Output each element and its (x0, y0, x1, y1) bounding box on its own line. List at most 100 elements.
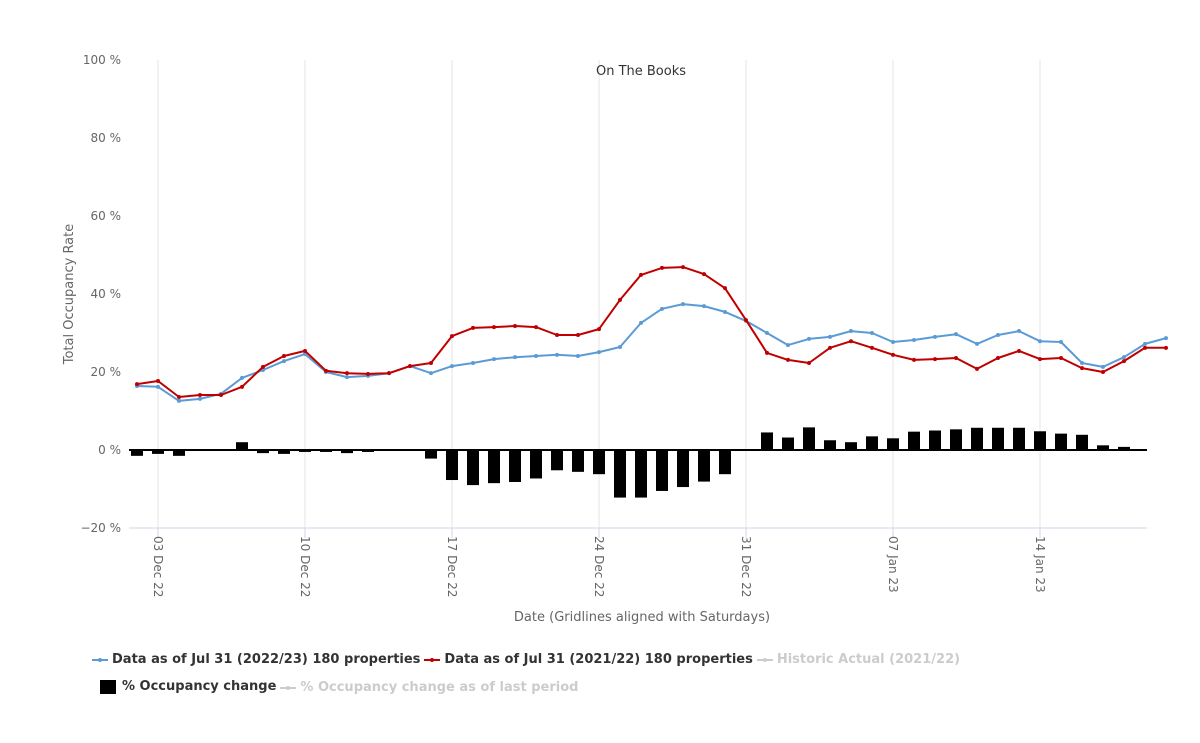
data-point[interactable] (1143, 341, 1147, 346)
data-point[interactable] (597, 327, 601, 332)
data-point[interactable] (723, 309, 727, 314)
data-point[interactable] (849, 339, 853, 344)
data-point[interactable] (1143, 345, 1147, 350)
occupancy-change-bar[interactable] (971, 427, 983, 450)
data-point[interactable] (555, 332, 559, 337)
data-point[interactable] (1059, 355, 1063, 360)
data-point[interactable] (660, 265, 664, 270)
occupancy-change-bar[interactable] (677, 450, 689, 488)
occupancy-change-bar[interactable] (530, 450, 542, 479)
data-point[interactable] (408, 364, 412, 369)
data-point[interactable] (135, 382, 139, 387)
data-point[interactable] (828, 345, 832, 350)
data-point[interactable] (534, 325, 538, 330)
data-point[interactable] (513, 355, 517, 360)
data-point[interactable] (954, 332, 958, 337)
data-point[interactable] (933, 334, 937, 339)
occupancy-change-bar[interactable] (446, 450, 458, 481)
data-point[interactable] (1101, 364, 1105, 369)
data-point[interactable] (345, 371, 349, 376)
data-point[interactable] (471, 325, 475, 330)
data-point[interactable] (723, 286, 727, 291)
data-point[interactable] (702, 272, 706, 277)
data-point[interactable] (765, 331, 769, 335)
occupancy-change-bar[interactable] (1118, 446, 1130, 450)
occupancy-change-bar[interactable] (656, 450, 668, 491)
data-point[interactable] (513, 323, 517, 328)
data-point[interactable] (576, 332, 580, 337)
data-point[interactable] (261, 364, 265, 369)
legend-item[interactable]: Data as of Jul 31 (2021/22) 180 properti… (424, 648, 753, 672)
occupancy-change-bar[interactable] (887, 438, 899, 450)
data-point[interactable] (765, 350, 769, 355)
occupancy-change-bar[interactable] (593, 450, 605, 475)
occupancy-change-bar[interactable] (509, 450, 521, 482)
data-point[interactable] (618, 345, 622, 350)
data-point[interactable] (1059, 339, 1063, 344)
data-point[interactable] (345, 375, 349, 380)
legend-item[interactable]: Historic Actual (2021/22) (756, 648, 960, 672)
data-point[interactable] (240, 375, 244, 380)
occupancy-change-bar[interactable] (992, 427, 1004, 450)
data-point[interactable] (429, 371, 433, 376)
data-point[interactable] (891, 339, 895, 344)
data-point[interactable] (975, 341, 979, 346)
occupancy-change-bar[interactable] (1097, 445, 1109, 450)
data-point[interactable] (870, 331, 874, 335)
occupancy-change-bar[interactable] (467, 450, 479, 486)
data-point[interactable] (219, 393, 223, 398)
data-point[interactable] (1122, 355, 1126, 360)
data-point[interactable] (429, 361, 433, 366)
data-point[interactable] (177, 398, 181, 403)
data-point[interactable] (471, 361, 475, 366)
data-point[interactable] (1038, 339, 1042, 344)
data-point[interactable] (639, 320, 643, 325)
series-line[interactable] (136, 266, 1166, 398)
occupancy-change-bar[interactable] (1076, 434, 1088, 450)
data-point[interactable] (681, 302, 685, 307)
data-point[interactable] (891, 352, 895, 357)
data-point[interactable] (1038, 357, 1042, 362)
legend-item[interactable]: Data as of Jul 31 (2022/23) 180 properti… (92, 648, 420, 672)
data-point[interactable] (198, 396, 202, 401)
occupancy-change-bar[interactable] (866, 436, 878, 450)
data-point[interactable] (912, 357, 916, 362)
data-point[interactable] (1164, 345, 1168, 350)
data-point[interactable] (681, 265, 685, 270)
data-point[interactable] (954, 355, 958, 360)
occupancy-change-bar[interactable] (257, 450, 269, 454)
occupancy-change-bar[interactable] (950, 429, 962, 450)
data-point[interactable] (660, 306, 664, 311)
data-point[interactable] (639, 272, 643, 277)
data-point[interactable] (807, 361, 811, 366)
data-point[interactable] (702, 304, 706, 309)
data-point[interactable] (597, 350, 601, 355)
occupancy-change-bar[interactable] (1034, 431, 1046, 450)
data-point[interactable] (303, 348, 307, 353)
data-point[interactable] (156, 378, 160, 383)
occupancy-change-bar[interactable] (572, 450, 584, 472)
occupancy-change-bar[interactable] (824, 440, 836, 450)
data-point[interactable] (282, 354, 286, 359)
occupancy-change-bar[interactable] (698, 450, 710, 482)
data-point[interactable] (849, 329, 853, 334)
data-point[interactable] (1017, 329, 1021, 334)
data-point[interactable] (576, 354, 580, 359)
occupancy-change-bar[interactable] (803, 427, 815, 450)
data-point[interactable] (1080, 366, 1084, 371)
series-line[interactable] (136, 303, 1167, 402)
data-point[interactable] (1101, 370, 1105, 374)
data-point[interactable] (492, 357, 496, 362)
data-point[interactable] (534, 354, 538, 359)
data-point[interactable] (198, 393, 202, 398)
data-point[interactable] (387, 371, 391, 376)
data-point[interactable] (933, 357, 937, 362)
occupancy-change-bar[interactable] (761, 432, 773, 450)
data-point[interactable] (912, 338, 916, 343)
data-point[interactable] (282, 359, 286, 364)
data-point[interactable] (1164, 336, 1168, 341)
occupancy-change-bar[interactable] (1013, 427, 1025, 450)
data-point[interactable] (240, 384, 244, 389)
data-point[interactable] (450, 364, 454, 369)
occupancy-change-bar[interactable] (782, 437, 794, 450)
